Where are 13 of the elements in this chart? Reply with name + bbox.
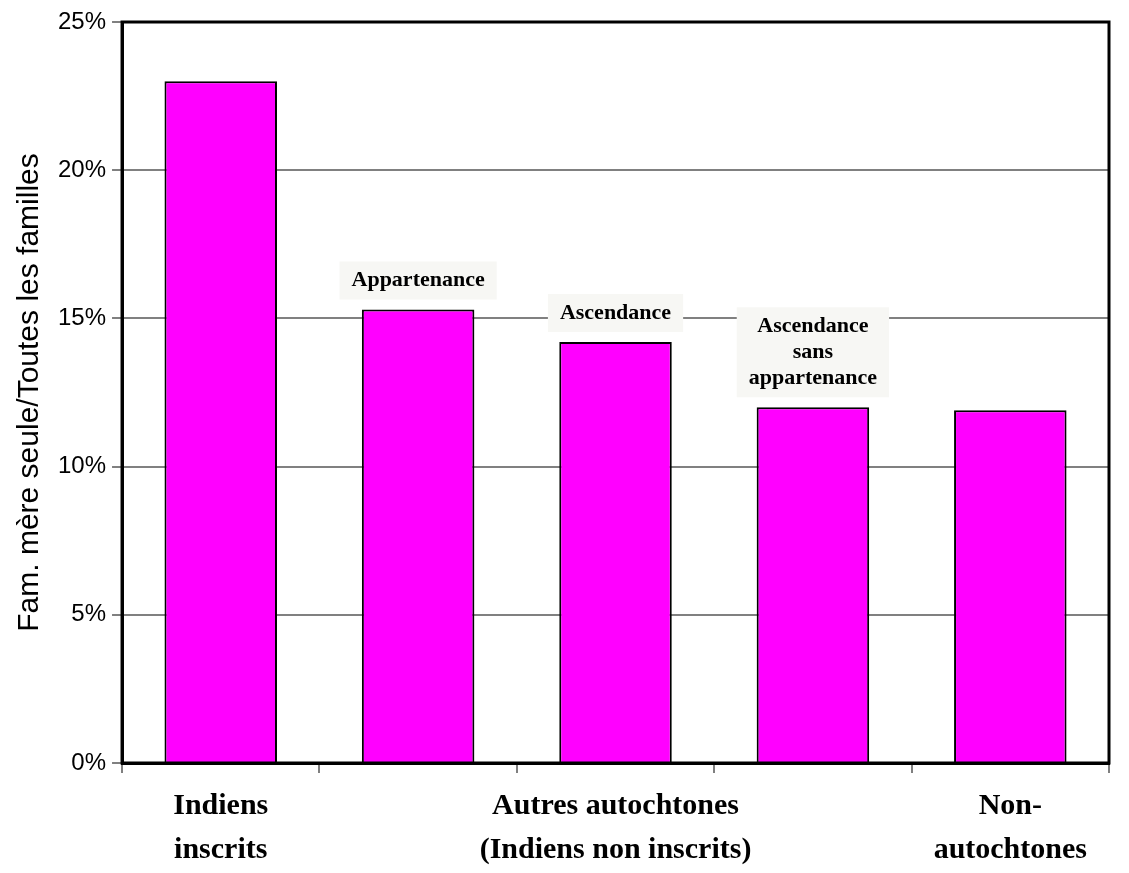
x-tick-label: Non-autochtones bbox=[933, 786, 1087, 864]
x-tick-label: Appartenance bbox=[351, 266, 485, 292]
x-tick-label: Ascendance bbox=[559, 298, 672, 324]
y-axis-title: Fam. mère seule/Toutes les familles bbox=[11, 153, 45, 632]
x-tick-label: Ascendance sans appartenance bbox=[748, 312, 878, 390]
x-tick-label: Indiens inscrits bbox=[173, 786, 269, 864]
y-tick-label: 0% bbox=[71, 747, 107, 775]
y-tick-label: 25% bbox=[57, 6, 107, 34]
y-tick-label: 20% bbox=[57, 154, 107, 182]
y-tick-label: 10% bbox=[57, 451, 107, 479]
y-tick-label: 5% bbox=[71, 599, 107, 627]
y-tick-label: 15% bbox=[57, 303, 107, 331]
text: Autres autochtones (Indiens non inscrits) bbox=[479, 786, 752, 865]
